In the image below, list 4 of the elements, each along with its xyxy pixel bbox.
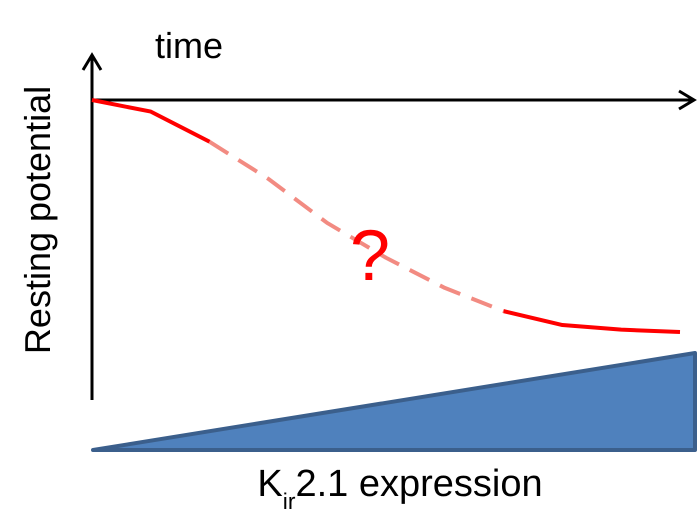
annotation: ? [350, 216, 390, 296]
text: K$_{ir}$2.1 expression [257, 463, 543, 511]
x-axis-title: time [155, 25, 224, 66]
y-axis-title: Resting potential [17, 86, 58, 354]
